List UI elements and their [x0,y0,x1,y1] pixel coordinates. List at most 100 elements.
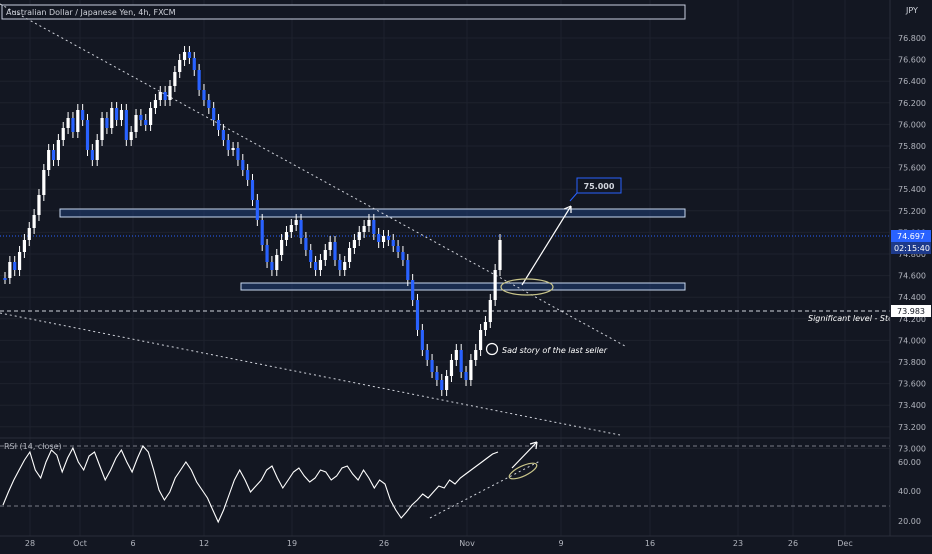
projection-arrow[interactable] [521,205,572,286]
candle-body [56,140,60,160]
rsi-tick: 20.00 [898,517,921,526]
candle-body [158,92,162,100]
level-price: 73.983 [897,307,925,316]
candle-body [85,120,90,150]
price-tick: 75.400 [898,185,926,194]
symbol-header [1,4,686,20]
time-tick: Dec [837,539,852,548]
candle-body [420,330,424,350]
time-tick: Oct [73,539,87,548]
rsi-arrow[interactable] [511,441,538,469]
candle-body [47,150,51,170]
candle-body [236,148,240,160]
price-tick: 73.600 [898,380,926,389]
symbol-title: Australian Dollar / Japanese Yen, 4h, FX… [6,8,176,17]
descending-trendline-lower[interactable] [0,312,621,436]
candle-body [153,100,158,108]
time-tick: 12 [199,539,209,548]
candle-body [90,150,94,160]
support-zone[interactable] [240,282,686,291]
candle-body [493,270,497,300]
rsi-ellipse[interactable] [507,460,538,482]
price-tick: 73.400 [898,401,926,410]
candle-body [100,118,104,140]
candle-body [265,245,269,262]
time-tick: 9 [558,539,563,548]
candle-body [435,372,439,380]
candle-body [124,110,128,140]
candle-body [3,278,7,280]
candle-body [105,118,109,128]
price-tick: 75.600 [898,164,926,173]
price-tick: 74.000 [898,336,926,345]
seller-marker-icon[interactable] [485,342,499,356]
time-tick: Nov [459,539,475,548]
candle-body [459,350,463,372]
price-tick: 76.600 [898,56,926,65]
candle-body [250,180,255,200]
candle-body [381,236,386,242]
candle-body [415,300,420,330]
time-tick: 19 [287,539,297,548]
candle-body [440,380,444,390]
level-tag [891,305,931,317]
target-label-box[interactable] [576,177,622,194]
candle-body [197,70,201,90]
candle-body [347,248,352,262]
rsi-arrow-head-icon [529,441,538,450]
candle-body [192,58,196,70]
candle-body [216,120,221,130]
candle-body [51,150,56,160]
currency-label: JPY [905,6,918,15]
time-axis[interactable]: 28 Oct 6 12 19 26 Nov 9 16 23 26 Dec [25,539,853,548]
rsi-axis[interactable]: 60.00 40.00 20.00 [898,458,921,526]
candle-body [221,130,225,140]
candle-body [202,90,206,100]
time-tick: 26 [379,539,389,548]
candle-body [352,240,357,248]
candle-body [37,195,41,215]
time-tick: 6 [130,539,135,548]
candle-body [396,246,400,252]
candle-body [207,100,211,108]
candle-body [42,170,46,195]
target-label: 75.000 [584,182,615,191]
candle-body [406,260,410,280]
countdown-tag [891,242,931,254]
candle-body [289,225,293,232]
candle-body [27,228,31,240]
resistance-zone[interactable] [59,208,686,218]
rsi-trendline[interactable] [429,460,541,519]
candle-body [313,262,318,270]
candle-body [134,115,138,132]
candle-body [425,350,429,360]
current-price-tag [891,230,931,242]
descending-trendline-upper[interactable] [0,3,626,347]
price-tick: 73.200 [898,423,926,432]
candle-body [255,200,259,220]
breakout-ellipse[interactable] [500,278,554,296]
candle-body [119,110,124,120]
candle-body [8,262,12,278]
candle-body [284,232,289,240]
candle-body [445,376,449,390]
candle-body [226,140,230,150]
candle-body [299,220,303,238]
candle-body [81,110,85,120]
rsi-tick: 60.00 [898,458,921,467]
price-tick: 76.200 [898,99,926,108]
current-price: 74.697 [897,232,925,241]
candle-body [61,128,65,140]
candle-body [246,170,250,180]
candle-body [449,360,454,376]
price-tick: 76.800 [898,34,926,43]
candle-body [22,240,27,252]
price-tick: 73.800 [898,358,926,367]
candle-body [182,52,187,60]
price-tick: 74.600 [898,272,926,281]
candle-body [187,52,192,58]
candle-body [323,250,327,260]
price-tick: 75.200 [898,207,926,216]
